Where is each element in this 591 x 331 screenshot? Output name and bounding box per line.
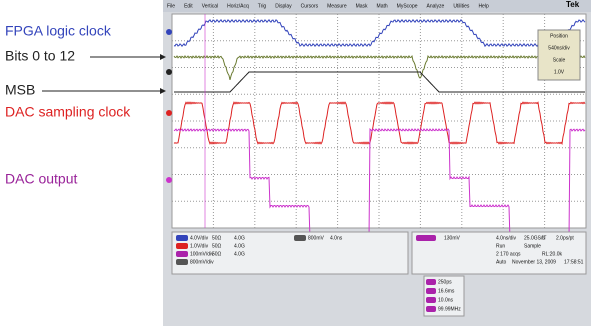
measurement: 16.6ms: [438, 288, 455, 294]
control-label: 1.0V: [554, 69, 565, 75]
channel-marker[interactable]: [166, 110, 172, 116]
channel-setting: 4.0V/div: [190, 235, 209, 241]
annotation: Bits 0 to 12: [5, 48, 75, 64]
trigger-badge: [416, 235, 436, 241]
channel-badge[interactable]: [176, 243, 188, 249]
timebase-info: Run: [496, 243, 505, 249]
channel-marker[interactable]: [166, 69, 172, 75]
measure-badge: [426, 288, 436, 294]
channel-setting: 50Ω: [212, 251, 222, 257]
channel-setting: 4.0G: [234, 235, 245, 241]
measure-badge: [426, 297, 436, 303]
measurement: 99.99MHz: [438, 306, 461, 312]
timebase-info: 4.0ns/div: [496, 235, 517, 241]
channel-setting: 4.0G: [234, 251, 245, 257]
timebase-info: November 13, 2009: [512, 259, 556, 265]
channel-setting: 1.0V/div: [190, 243, 209, 249]
brand: Tek: [566, 0, 580, 9]
channel-badge[interactable]: [176, 251, 188, 257]
control-label: Position: [550, 33, 568, 39]
menu-item[interactable]: Help: [478, 3, 489, 9]
annotation: DAC sampling clock: [5, 104, 131, 120]
trigger-level: 130mV: [444, 235, 461, 241]
math-badge: [294, 235, 306, 241]
menu-item[interactable]: Edit: [184, 3, 193, 9]
menu-item[interactable]: Horiz/Acq: [227, 3, 249, 9]
menu-item[interactable]: Math: [377, 3, 388, 9]
channel-setting: 4.0G: [234, 243, 245, 249]
channel-marker[interactable]: [166, 29, 172, 35]
menu-item[interactable]: Utilities: [453, 3, 470, 9]
control-label: 540ns/div: [548, 45, 570, 51]
channel-setting: 50Ω: [212, 243, 222, 249]
measure-badge: [426, 306, 436, 312]
math-setting: 800mV: [308, 235, 325, 241]
menu-item[interactable]: File: [167, 3, 175, 9]
menu-item[interactable]: Trig: [258, 3, 267, 9]
annotation: MSB: [5, 82, 35, 98]
math-setting: 4.0ns: [330, 235, 343, 241]
menu-item[interactable]: Cursors: [301, 3, 319, 9]
menu-item[interactable]: Display: [275, 3, 292, 9]
menu-item[interactable]: Measure: [327, 3, 347, 9]
menu-item[interactable]: Analyze: [427, 3, 445, 9]
annotation: DAC output: [5, 171, 77, 187]
menu-item[interactable]: Mask: [356, 3, 368, 9]
timebase-info: Sample: [524, 243, 541, 249]
control-label: Scale: [553, 57, 566, 63]
timebase-info: RL:20.0k: [542, 251, 563, 257]
channel-setting: 100mV/div: [190, 251, 214, 257]
measurement: 10.0ns: [438, 297, 454, 303]
measurement: 250ps: [438, 279, 452, 285]
menu-item[interactable]: Vertical: [202, 3, 218, 9]
timebase-info: 17:58:51: [564, 259, 584, 265]
channel-marker[interactable]: [166, 177, 172, 183]
timebase-info: IT: [542, 235, 546, 241]
channel-setting: 50Ω: [212, 235, 222, 241]
timebase-info: 2.0ps/pt: [556, 235, 574, 241]
timebase-info: 2 170 acqs: [496, 251, 521, 257]
menu-item[interactable]: MyScope: [397, 3, 418, 9]
channel-setting: 800mV/div: [190, 259, 214, 265]
figure: FPGA logic clock Bits 0 to 12 MSB DAC sa…: [0, 0, 591, 326]
measure-badge: [426, 279, 436, 285]
annotation: FPGA logic clock: [5, 23, 112, 39]
timebase-info: Auto: [496, 259, 507, 265]
channel-badge[interactable]: [176, 259, 188, 265]
channel-badge[interactable]: [176, 235, 188, 241]
